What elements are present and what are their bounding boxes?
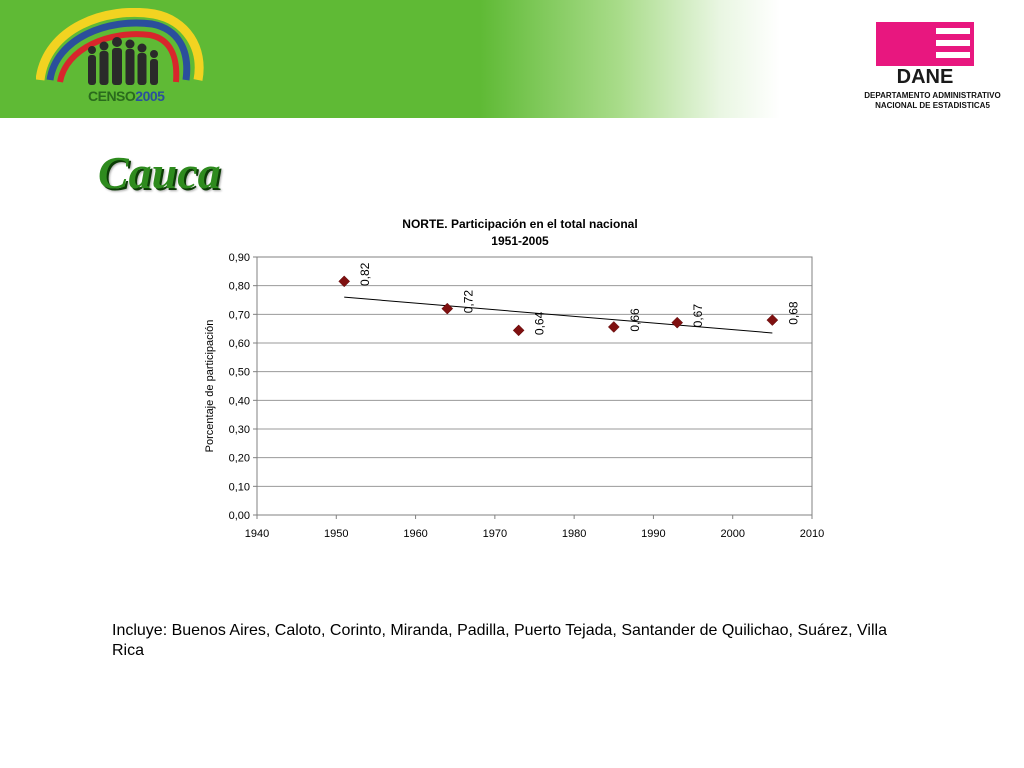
data-label-6: 0,68	[786, 301, 800, 325]
x-tick-label: 1950	[324, 528, 348, 540]
page-title: Cauca	[98, 147, 221, 198]
y-tick-label: 0,40	[229, 395, 250, 407]
dane-logo: DANE	[876, 22, 974, 86]
axis-layer: 0,00 0,10 0,20 0,30 0,40 0,50 0,60 0,70 0,80 0,90…	[229, 252, 825, 540]
trendline-layer	[344, 296, 773, 334]
dane-logo-text: DANE	[897, 66, 954, 86]
x-tick-label: 1990	[641, 528, 665, 540]
x-tick-label: 2010	[800, 528, 824, 540]
y-axis-label: Porcentaje de participación	[204, 320, 216, 453]
data-point-4	[607, 321, 620, 333]
x-tick-label: 1980	[562, 528, 586, 540]
y-tick-label: 0,80	[229, 281, 250, 293]
x-tick-label: 1960	[403, 528, 427, 540]
chart-title-line2: 1951-2005	[491, 234, 549, 248]
y-tick-label: 0,20	[229, 453, 250, 465]
chart-title-line1: NORTE. Participación en el total naciona…	[402, 217, 637, 231]
censo-logo-text: CENSO2005	[88, 88, 165, 104]
y-tick-label: 0,90	[229, 252, 250, 264]
grid-layer	[257, 285, 812, 487]
data-point-5	[671, 316, 684, 329]
y-tick-label: 0,30	[229, 424, 250, 436]
data-point-3	[512, 324, 525, 337]
x-tick-label: 2000	[720, 528, 744, 540]
data-label-2: 0,72	[461, 290, 475, 314]
censo-logo	[36, 8, 204, 85]
data-point-1	[338, 275, 351, 288]
x-tick-label: 1970	[483, 528, 507, 540]
data-label-4: 0,66	[628, 308, 642, 332]
data-point-2	[441, 302, 454, 315]
data-point-6	[766, 314, 779, 326]
x-tick-label: 1940	[245, 528, 269, 540]
data-label-1: 0,82	[358, 262, 372, 286]
y-tick-label: 0,10	[229, 481, 250, 493]
trendline	[344, 296, 773, 334]
scatter-chart: NORTE. Participación en el total naciona…	[204, 217, 825, 540]
data-label-3: 0,64	[533, 311, 547, 335]
point-layer: 0,82 0,72 0,64 0,66 0,67 0,68	[338, 262, 800, 337]
y-tick-label: 0,70	[229, 309, 250, 321]
y-tick-label: 0,00	[229, 510, 250, 522]
plot-area-border	[256, 256, 813, 516]
y-tick-label: 0,50	[229, 367, 250, 379]
footer-note: Incluye: Buenos Aires, Caloto, Corinto, …	[112, 622, 887, 659]
data-label-5: 0,67	[691, 304, 705, 328]
dane-subtitle: DEPARTAMENTO ADMINISTRATIVO NACIONAL DE …	[864, 91, 1001, 110]
y-tick-label: 0,60	[229, 338, 250, 350]
